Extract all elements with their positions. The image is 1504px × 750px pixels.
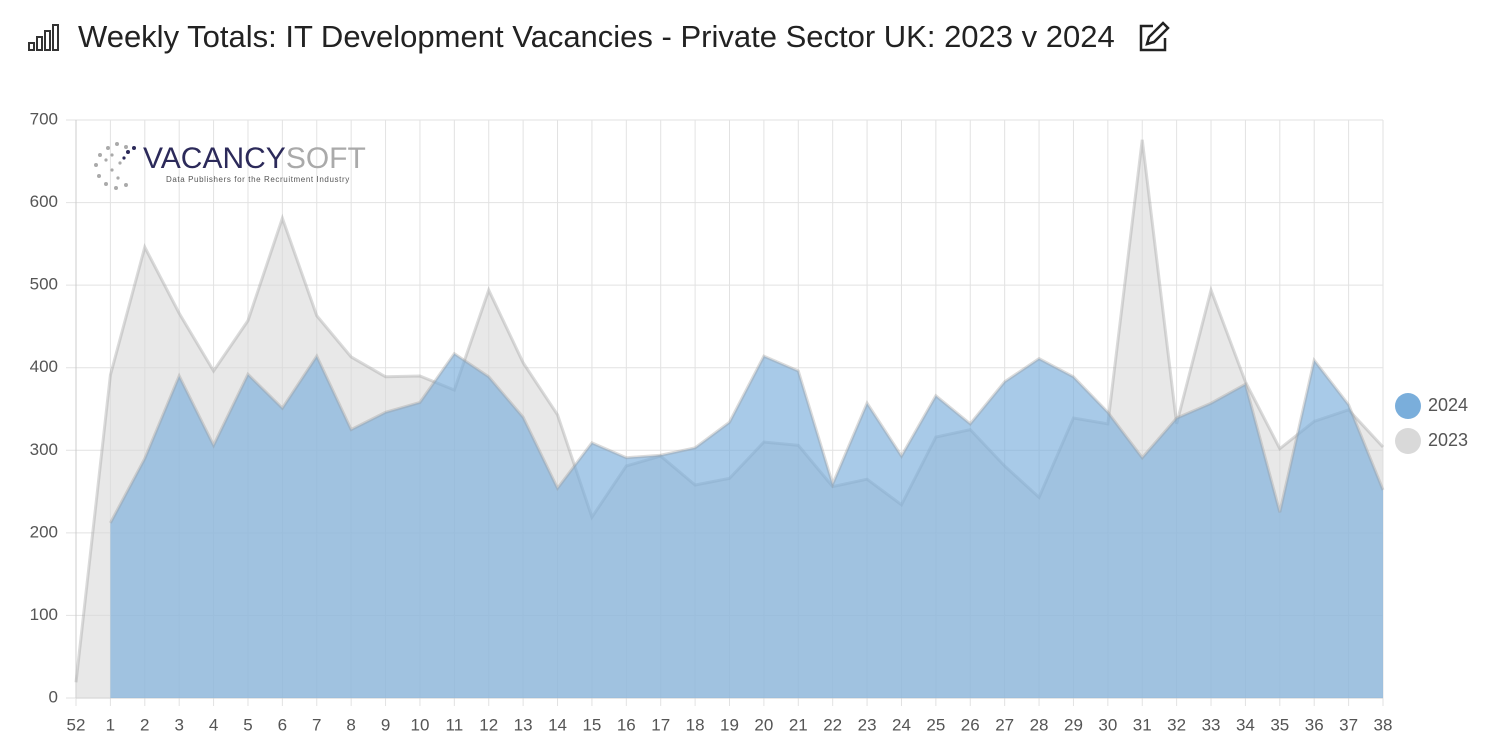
chart-icon [28,24,59,51]
x-tick-label: 20 [754,715,773,734]
x-tick-label: 26 [961,715,980,734]
x-tick-label: 11 [446,715,464,734]
legend-swatch [1395,393,1421,419]
x-tick-label: 30 [1098,715,1117,734]
x-tick-label: 14 [548,715,567,734]
y-tick-label: 300 [30,440,58,459]
x-tick-label: 2 [140,715,149,734]
y-tick-label: 700 [30,109,58,128]
y-tick-label: 200 [30,522,58,541]
y-tick-label: 500 [30,275,58,294]
edit-icon[interactable] [1139,21,1170,52]
x-tick-label: 12 [479,715,498,734]
x-tick-label: 33 [1202,715,1221,734]
legend-swatch [1395,428,1421,454]
x-tick-label: 4 [209,715,218,734]
y-tick-label: 100 [30,605,58,624]
y-tick-label: 400 [30,357,58,376]
x-tick-label: 10 [410,715,429,734]
x-tick-label: 21 [789,715,808,734]
x-tick-label: 35 [1270,715,1289,734]
x-tick-label: 18 [686,715,705,734]
x-tick-label: 1 [106,715,115,734]
area-fill [110,353,1383,698]
x-tick-label: 38 [1374,715,1393,734]
x-tick-label: 22 [823,715,842,734]
y-tick-label: 600 [30,192,58,211]
x-tick-label: 5 [243,715,252,734]
x-tick-label: 15 [582,715,601,734]
x-tick-label: 52 [67,715,86,734]
x-tick-label: 36 [1305,715,1324,734]
x-tick-label: 27 [995,715,1014,734]
x-tick-label: 16 [617,715,636,734]
x-tick-label: 29 [1064,715,1083,734]
logo-name-accent: SOFT [286,142,366,175]
x-tick-label: 37 [1339,715,1358,734]
logo: VACANCYSOFT Data Publishers for the Recr… [94,142,366,190]
x-tick-label: 6 [278,715,287,734]
x-tick-label: 31 [1133,715,1152,734]
x-tick-label: 8 [346,715,355,734]
x-tick-label: 32 [1167,715,1186,734]
logo-name: VACANCYSOFT [143,142,366,175]
x-tick-label: 3 [174,715,183,734]
x-tick-label: 24 [892,715,911,734]
x-tick-label: 9 [381,715,390,734]
chart-title: Weekly Totals: IT Development Vacancies … [78,19,1115,54]
area-line [109,351,1385,524]
logo-name-main: VACANCY [143,142,286,175]
x-tick-label: 13 [514,715,533,734]
x-tick-label: 17 [651,715,670,734]
legend-label: 2023 [1428,430,1468,450]
y-tick-label: 0 [49,687,58,706]
x-tick-label: 7 [312,715,321,734]
x-tick-label: 25 [926,715,945,734]
plot [66,119,1385,706]
x-tick-label: 19 [720,715,739,734]
x-tick-label: 34 [1236,715,1255,734]
x-tick-label: 23 [858,715,877,734]
logo-tagline: Data Publishers for the Recruitment Indu… [166,175,350,184]
legend-label: 2024 [1428,395,1468,415]
x-tick-label: 28 [1030,715,1049,734]
